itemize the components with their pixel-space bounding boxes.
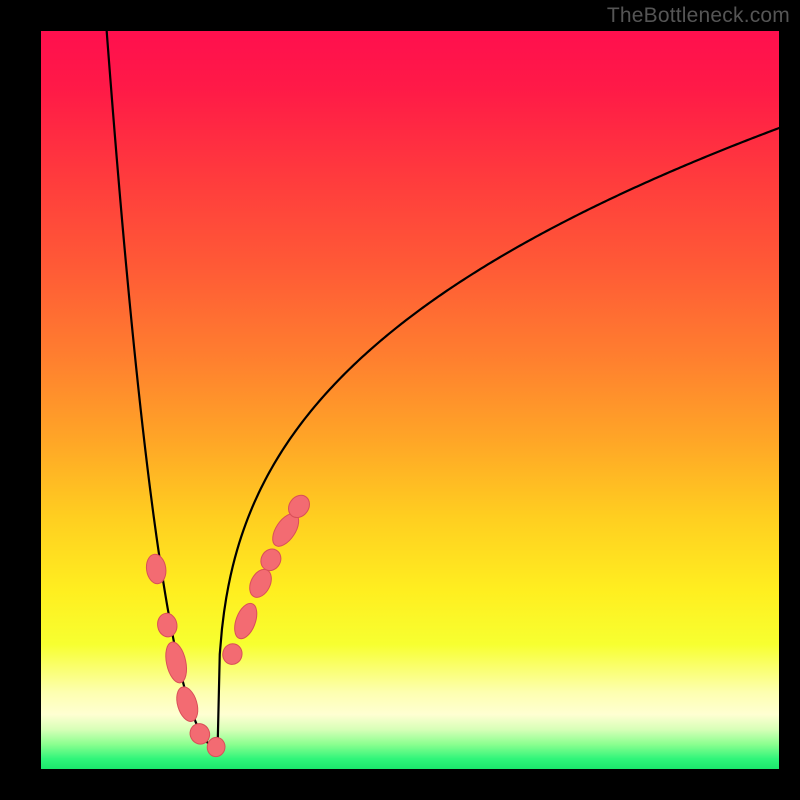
bottleneck-chart (0, 0, 800, 800)
plot-area-gradient (40, 30, 780, 770)
watermark-text: TheBottleneck.com (607, 4, 790, 28)
